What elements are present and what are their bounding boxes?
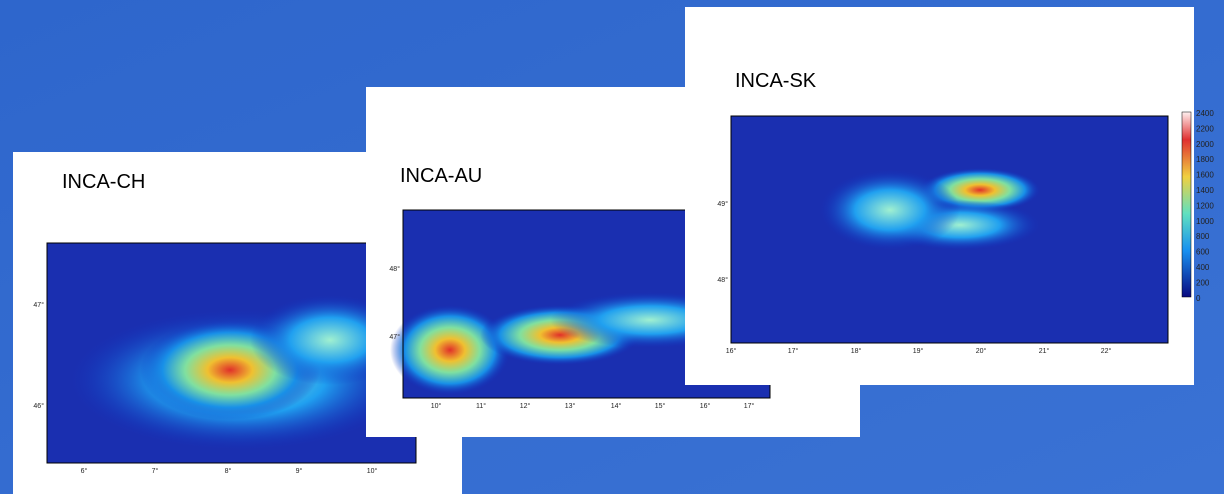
lon-tick-label: 12° [520,402,531,410]
colorbar-label: 400 [1196,263,1210,272]
lon-tick-label: 8° [225,467,232,475]
lon-tick-label: 20° [976,347,987,355]
lon-tick-label: 10° [431,402,442,410]
lon-tick-label: 11° [476,402,486,410]
lon-tick-label: 13° [565,402,576,410]
lon-tick-label: 19° [913,347,924,355]
colorbar-label: 2200 [1196,124,1214,133]
colorbar-label: 0 [1196,294,1201,303]
colorbar-label: 800 [1196,232,1210,241]
lon-tick-label: 16° [700,402,711,410]
panel-title: INCA-CH [62,171,145,193]
lon-tick-label: 10° [367,467,378,475]
colorbar-label: 1000 [1196,217,1214,226]
colorbar-label: 1200 [1196,201,1214,210]
lat-tick-label: 48° [717,276,728,284]
lon-tick-label: 17° [744,402,755,410]
lon-tick-label: 22° [1101,347,1112,355]
colorbar-label: 1400 [1196,186,1214,195]
lon-tick-label: 6° [81,467,88,475]
lat-tick-label: 48° [389,265,400,273]
colorbar-label: 1800 [1196,155,1214,164]
lon-tick-label: 17° [788,347,799,355]
lat-tick-label: 47° [33,301,44,309]
lon-tick-label: 18° [851,347,862,355]
panel-sk: INCA-SK 16° 17° 18° 19° 20° 21° 22° 49° 48° 2400 2… [685,7,1214,385]
panel-title: INCA-AU [400,165,482,187]
lon-tick-label: 14° [611,402,622,410]
lon-tick-label: 21° [1039,347,1050,355]
lat-tick-label: 47° [389,333,400,341]
panel-title: INCA-SK [735,70,817,92]
colorbar-label: 200 [1196,278,1210,287]
slide: INCA-CH 6° 7° 8° 9° 10° 47° 46° INCA-AU 10° 11°… [0,0,1224,494]
lon-tick-label: 16° [726,347,737,355]
lat-tick-label: 49° [717,200,728,208]
lon-tick-label: 7° [152,467,159,475]
colorbar-label: 2000 [1196,140,1214,149]
lon-tick-label: 15° [655,402,666,410]
lat-tick-label: 46° [33,402,44,410]
colorbar-label: 600 [1196,248,1210,257]
colorbar-label: 2400 [1196,109,1214,118]
colorbar-label: 1600 [1196,171,1214,180]
lon-tick-label: 9° [296,467,303,475]
